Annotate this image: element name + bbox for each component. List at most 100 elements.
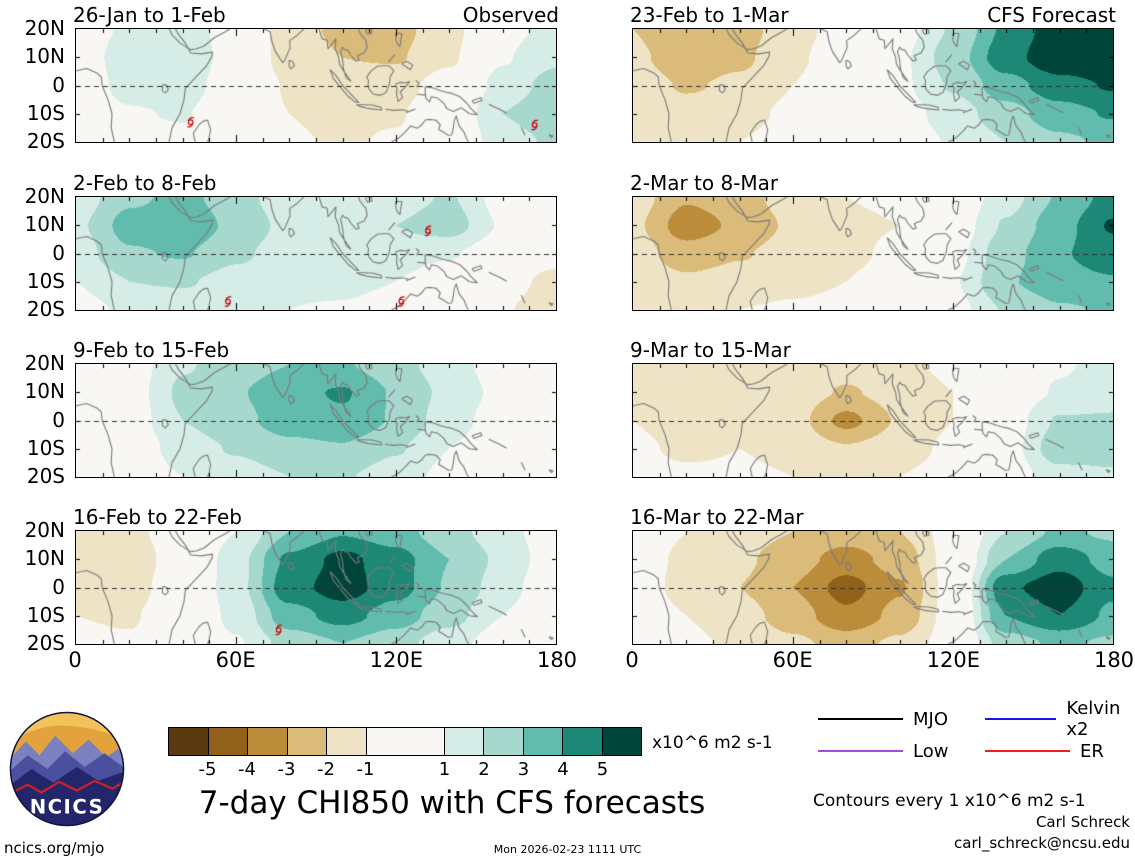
y-tick-label: 20S [26, 464, 65, 488]
colorbar-tick-labels: -5 -4 -3 -2 -1 1 2 3 4 5 [168, 759, 642, 783]
credit-name: Carl Schreck [1035, 813, 1130, 831]
legend-item-er: ER [985, 740, 1104, 762]
y-tick-label: 10S [26, 435, 65, 460]
y-tick-label: 0 [52, 407, 65, 432]
x-tick-label: 120E [369, 648, 424, 672]
map-canvas-observed-week3 [75, 363, 557, 478]
colorbar-segment [327, 728, 367, 755]
colorbar-segment [444, 728, 484, 755]
colorbar-segment [602, 728, 641, 755]
legend-item-mjo: MJO [818, 708, 948, 730]
legend-label-mjo: MJO [913, 708, 949, 730]
colorbar-tick: 2 [478, 759, 490, 780]
er-line-swatch [985, 750, 1070, 752]
y-tick-label: 10N [24, 379, 65, 404]
colorbar-segment [563, 728, 603, 755]
legend-label-low: Low [913, 740, 949, 762]
map-canvas-forecast-week3 [632, 363, 1114, 478]
y-tick-label: 10S [26, 602, 65, 627]
generation-timestamp: Mon 2026-02-23 1111 UTC [493, 843, 642, 856]
colorbar-tick: -5 [198, 759, 217, 780]
x-tick-label: 0 [625, 648, 639, 672]
credit-block: Carl Schreck carl_schreck@ncsu.edu [954, 812, 1130, 854]
panel-title: 2-Mar to 8-Mar [630, 171, 779, 195]
colorbar-tick: 5 [596, 759, 609, 780]
x-tick-label: 180 [1093, 648, 1135, 672]
colorbar-tick: 3 [517, 759, 530, 780]
y-tick-label: 0 [52, 72, 65, 97]
panel-title: 9-Feb to 15-Feb [73, 338, 230, 362]
panel-forecast-week3: 9-Mar to 15-Mar [630, 338, 1114, 478]
y-axis-labels: 20N 10N 0 10S 20S [3, 184, 65, 321]
map-canvas-observed-week1 [75, 28, 557, 143]
panel-forecast-week2: 2-Mar to 8-Mar [630, 171, 1114, 311]
contours-note: Contours every 1 x10^6 m2 s-1 [813, 791, 1086, 811]
page-title: 7-day CHI850 with CFS forecasts [198, 785, 706, 821]
panel-observed-week3: 9-Feb to 15-Feb 20N 10N 0 10S 20S [25, 338, 557, 488]
y-tick-label: 20S [26, 297, 65, 321]
y-tick-label: 20N [24, 184, 65, 208]
y-tick-label: 20N [24, 351, 65, 375]
colorbar-segment [287, 728, 327, 755]
y-tick-label: 10N [24, 546, 65, 571]
y-tick-label: 20N [24, 16, 65, 40]
y-tick-label: 10S [26, 268, 65, 293]
panel-forecast-week1: 23-Feb to 1-Mar CFS Forecast [630, 3, 1116, 143]
x-tick-label: 120E [926, 648, 981, 672]
colorbar-tick: -3 [277, 759, 296, 780]
x-axis-labels: 0 60E 120E 180 [625, 648, 1134, 674]
y-axis-labels: 20N 10N 0 10S 20S [3, 16, 65, 153]
x-axis-labels: 0 60E 120E 180 [68, 648, 577, 674]
panel-title: 16-Mar to 22-Mar [630, 505, 804, 529]
column-header-observed: Observed [462, 3, 559, 27]
panel-observed-week4: 16-Feb to 22-Feb 20N 10N 0 10S 20S 0 60E… [25, 505, 577, 672]
panel-observed-week2: 2-Feb to 8-Feb 20N 10N 0 10S 20S [25, 171, 557, 321]
y-tick-label: 20S [26, 129, 65, 153]
y-tick-label: 10N [24, 44, 65, 69]
colorbar-swatches [168, 727, 642, 756]
y-axis-labels: 20N 10N 0 10S 20S [3, 518, 65, 655]
colorbar-segment [169, 728, 209, 755]
legend-item-kelvin: Kelvin x2 [985, 698, 1135, 740]
colorbar-segment [248, 728, 288, 755]
credit-email: carl_schreck@ncsu.edu [954, 834, 1130, 852]
y-axis-labels: 20N 10N 0 10S 20S [3, 351, 65, 488]
ncics-logo: NCICS [8, 710, 126, 832]
y-tick-label: 20S [26, 631, 65, 655]
kelvin-line-swatch [985, 718, 1057, 720]
colorbar-segment [523, 728, 563, 755]
map-canvas-forecast-week1 [632, 28, 1114, 143]
legend-label-kelvin: Kelvin x2 [1066, 698, 1121, 740]
panel-title: 23-Feb to 1-Mar [630, 3, 789, 27]
y-tick-label: 10S [26, 100, 65, 125]
colorbar-tick: -2 [317, 759, 335, 780]
colorbar-tick: -4 [238, 759, 256, 780]
colorbar-tick: 1 [438, 759, 451, 780]
colorbar: -5 -4 -3 -2 -1 1 2 3 4 5 [168, 727, 642, 783]
colorbar-tick: -1 [356, 759, 375, 780]
y-tick-label: 0 [52, 574, 65, 599]
map-canvas-observed-week4 [75, 530, 557, 645]
map-canvas-observed-week2 [75, 196, 557, 311]
colorbar-segment [366, 728, 445, 755]
colorbar-segment [484, 728, 524, 755]
logo-wordmark: NCICS [30, 795, 105, 818]
panel-title: 9-Mar to 15-Mar [630, 338, 791, 362]
colorbar-segment [208, 728, 248, 755]
colorbar-tick: 4 [557, 759, 569, 780]
panel-observed-week1: 26-Jan to 1-Feb Observed 20N 10N 0 10S 2… [25, 3, 559, 153]
panel-title: 2-Feb to 8-Feb [73, 171, 217, 195]
x-tick-label: 60E [215, 648, 256, 672]
y-tick-label: 20N [24, 518, 65, 542]
colorbar-units-label: x10^6 m2 s-1 [652, 733, 773, 753]
panel-title: 26-Jan to 1-Feb [73, 3, 226, 27]
column-header-forecast: CFS Forecast [987, 3, 1116, 27]
y-tick-label: 0 [52, 240, 65, 265]
legend-label-er: ER [1080, 740, 1104, 762]
legend-item-low: Low [818, 740, 948, 762]
site-url: ncics.org/mjo [4, 839, 105, 857]
panel-forecast-week4: 16-Mar to 22-Mar 0 60E 120E 180 [625, 505, 1134, 672]
x-tick-label: 180 [536, 648, 578, 672]
mjo-line-swatch [818, 718, 903, 720]
